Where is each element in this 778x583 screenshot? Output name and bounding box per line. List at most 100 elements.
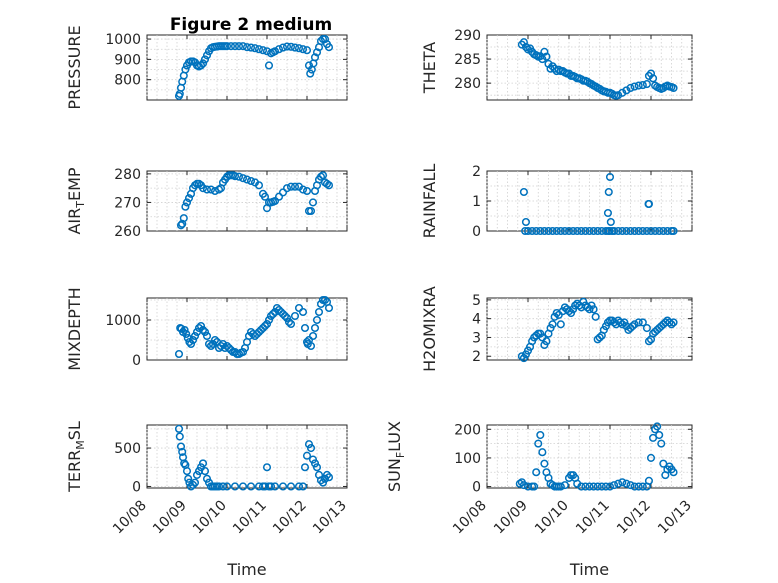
- data-point: [175, 432, 184, 441]
- data-point: [585, 482, 594, 491]
- y-tick-label: 0: [132, 353, 141, 369]
- data-point: [258, 46, 268, 55]
- data-point: [214, 482, 224, 491]
- data-point: [194, 323, 204, 333]
- data-point: [274, 45, 284, 54]
- data-point: [202, 51, 212, 60]
- data-point: [669, 468, 678, 477]
- data-point: [606, 217, 615, 227]
- y-tick-label: 500: [114, 441, 141, 457]
- data-point: [198, 184, 208, 193]
- data-point: [282, 42, 292, 51]
- data-point: [536, 226, 545, 236]
- y-tick-label: 4: [472, 312, 481, 328]
- data-point: [530, 482, 539, 491]
- data-point: [298, 307, 308, 317]
- ylabel-part: AIR: [65, 208, 84, 235]
- subplot-2: 280 285 290 THETA: [420, 28, 693, 101]
- data-point: [192, 470, 202, 479]
- data-point: [312, 463, 322, 472]
- data-point: [222, 42, 232, 51]
- data-point: [218, 339, 228, 349]
- y-tick-label: 2: [472, 164, 481, 180]
- data-point: [266, 311, 276, 321]
- data-point: [286, 482, 296, 491]
- data-point: [252, 329, 262, 339]
- data-point: [669, 318, 678, 327]
- data-point: [610, 481, 619, 490]
- data-point: [657, 439, 666, 448]
- data-point: [260, 192, 270, 201]
- data-point: [300, 323, 310, 333]
- data-point: [306, 206, 316, 216]
- y-tick-label: 200: [454, 422, 481, 438]
- data-point: [200, 55, 210, 64]
- data-point: [655, 226, 664, 236]
- data-point: [256, 325, 266, 335]
- data-point: [298, 45, 308, 54]
- ylabel-subscript: F: [394, 452, 407, 458]
- data-point: [200, 327, 210, 337]
- data-point: [180, 459, 189, 468]
- data-point: [564, 307, 574, 316]
- x-axis-label: Time: [569, 560, 609, 579]
- data-point: [622, 479, 631, 488]
- data-point: [284, 317, 294, 327]
- subplot-1: 800 900 1000 PRESSURE: [65, 25, 348, 110]
- data-point: [218, 482, 228, 491]
- subplot-6: 2 3 4 5 H2OMIXRA: [420, 286, 693, 372]
- data-point: [222, 482, 232, 491]
- data-point: [601, 482, 610, 491]
- data-point: [581, 226, 590, 236]
- data-point: [630, 482, 639, 491]
- data-point: [523, 226, 533, 236]
- data-point: [630, 226, 639, 236]
- data-point: [286, 319, 296, 329]
- y-tick-label: 5: [472, 293, 481, 309]
- data-point: [642, 324, 651, 333]
- ylabel-subscript: T: [74, 201, 87, 209]
- data-point: [618, 320, 627, 329]
- data-point: [519, 187, 528, 197]
- data-point: [646, 453, 656, 462]
- data-point: [290, 182, 300, 191]
- data-point: [176, 221, 186, 230]
- data-point: [308, 455, 318, 464]
- data-point: [190, 331, 200, 341]
- x-tick-label: 10/12: [614, 498, 654, 538]
- data-point: [306, 341, 316, 351]
- data-point: [278, 43, 288, 52]
- data-point: [310, 459, 320, 468]
- data-point: [597, 482, 606, 491]
- data-point: [270, 47, 280, 56]
- data-point: [272, 303, 282, 313]
- data-point: [268, 309, 278, 319]
- data-point: [614, 91, 623, 100]
- data-point: [519, 38, 528, 47]
- data-point: [246, 176, 256, 186]
- data-point: [278, 309, 288, 319]
- data-point: [540, 226, 549, 236]
- data-point: [634, 482, 643, 491]
- data-point: [202, 185, 212, 194]
- data-point: [278, 482, 288, 491]
- data-point: [320, 35, 330, 44]
- data-point: [196, 321, 206, 331]
- data-point: [589, 305, 598, 314]
- x-tick-label: 10/08: [450, 498, 490, 538]
- data-point: [577, 226, 586, 236]
- data-point: [238, 347, 248, 357]
- data-point: [230, 172, 240, 181]
- data-point: [210, 335, 220, 345]
- data-point: [538, 55, 547, 64]
- y-tick-label: 1000: [105, 313, 141, 329]
- x-tick-label: 10/12: [270, 498, 310, 538]
- data-point: [198, 325, 208, 335]
- data-point: [186, 339, 196, 349]
- data-point: [618, 226, 627, 236]
- y-tick-label: 290: [454, 28, 481, 44]
- data-point: [569, 226, 578, 236]
- data-point: [274, 305, 284, 315]
- data-point: [312, 315, 322, 325]
